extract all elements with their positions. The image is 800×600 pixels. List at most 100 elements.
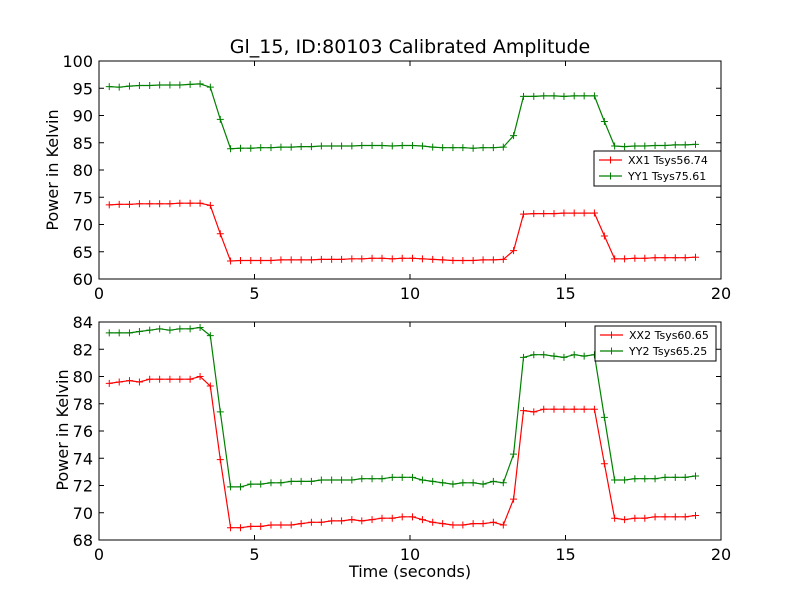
top-series-1-point [661, 254, 669, 262]
top-series-2-point [590, 92, 598, 100]
top-y-axis-label: Power in Kelvin [43, 109, 62, 230]
top-series-2-point [661, 141, 669, 149]
bottom-series-1-point [206, 382, 214, 390]
top-series-2-point [418, 142, 426, 150]
top-series-2-point [328, 142, 336, 150]
bottom-series-2-point [287, 477, 295, 485]
bottom-x-axis-label: Time (seconds) [348, 562, 471, 581]
bottom-y-tick-label: 78 [73, 395, 93, 414]
top-y-tick-label: 65 [73, 243, 93, 262]
bottom-series-1-point [560, 405, 568, 413]
bottom-series-2-point [348, 476, 356, 484]
bottom-series-1-point [237, 524, 245, 532]
top-series-2-point [237, 144, 245, 152]
bottom-series-1-point [317, 518, 325, 526]
bottom-y-tick-label: 82 [73, 340, 93, 359]
bottom-legend-label-1: XX2 Tsys60.65 [629, 329, 709, 342]
top-series-1-point [651, 254, 659, 262]
top-series-1-point [328, 255, 336, 263]
top-series-1-point [621, 255, 629, 263]
top-legend-marker-2 [607, 172, 614, 180]
top-series-1-point [216, 230, 224, 238]
bottom-series-2-point [520, 353, 528, 361]
bottom-series-1-point [388, 514, 396, 522]
bottom-series-1-point [651, 513, 659, 521]
bottom-series-2-point [570, 351, 578, 359]
bottom-series-1-point [287, 521, 295, 529]
top-series-2-point [681, 141, 689, 149]
top-legend: XX1 Tsys56.74 YY1 Tsys75.61 [593, 150, 722, 187]
bottom-series-2-point [651, 475, 659, 483]
top-series-1-point [611, 255, 619, 263]
bottom-series-1-point [146, 375, 154, 383]
bottom-y-tick-label: 72 [73, 477, 93, 496]
top-series-1-point [398, 254, 406, 262]
top-x-tick-label: 20 [711, 284, 731, 303]
bottom-series-2-point [631, 475, 639, 483]
top-series-2-point [368, 141, 376, 149]
top-series-2-point [479, 144, 487, 152]
top-y-tick-label: 85 [73, 134, 93, 153]
chart-title: Gl_15, ID:80103 Calibrated Amplitude [230, 36, 590, 58]
bottom-series-1-point [429, 518, 437, 526]
top-series-1-point [237, 256, 245, 264]
top-series-1-point [176, 199, 184, 207]
top-series-1-point [580, 209, 588, 217]
bottom-y-tick-label: 74 [73, 449, 93, 468]
top-y-tick-label: 75 [73, 188, 93, 207]
bottom-series-1-point [459, 521, 467, 529]
top-series-2-point [611, 142, 619, 150]
top-series-2-point [257, 144, 265, 152]
top-series-2-point [459, 144, 467, 152]
bottom-series-1-point [449, 521, 457, 529]
top-series-2-point [206, 83, 214, 91]
bottom-series-2-point [580, 352, 588, 360]
top-series-1-point [459, 256, 467, 264]
top-series-2-point [550, 92, 558, 100]
top-series-2-point [520, 92, 528, 100]
top-series-1-point [429, 255, 437, 263]
bottom-series-2-point [459, 479, 467, 487]
top-series-2-point [166, 81, 174, 89]
bottom-series-2-point [479, 480, 487, 488]
bottom-series-1-point [570, 405, 578, 413]
bottom-series-2-point [661, 473, 669, 481]
bottom-series-1-point [328, 517, 336, 525]
top-series-2-point [348, 142, 356, 150]
top-series-2-point [146, 82, 154, 90]
bottom-series-1-point [479, 520, 487, 528]
top-series-1-point [671, 254, 679, 262]
bottom-series-2-point [317, 476, 325, 484]
bottom-series-2-point [338, 476, 346, 484]
top-series-2-point [408, 141, 416, 149]
top-series-1-point [418, 255, 426, 263]
top-series-2-point [469, 144, 477, 152]
bottom-series-1-point [418, 516, 426, 524]
bottom-series-2-point [135, 328, 143, 336]
bottom-series-2-point [176, 325, 184, 333]
bottom-series-1-point [590, 405, 598, 413]
bottom-series-1-point [631, 514, 639, 522]
bottom-series-1-point [378, 514, 386, 522]
bottom-series-1-point [408, 513, 416, 521]
top-series-1-point [540, 210, 548, 218]
bottom-series-2-point [489, 477, 497, 485]
top-series-2-point [671, 141, 679, 149]
top-series-2-point [651, 141, 659, 149]
top-series-2-point [338, 142, 346, 150]
bottom-subplot: Power in Kelvin Time (seconds) 0 5 10 15 20 6… [53, 313, 731, 581]
bottom-series-2-point [206, 332, 214, 340]
top-series-2-point [540, 92, 548, 100]
top-series-2-point [196, 80, 204, 88]
top-series-1-point [560, 209, 568, 217]
bottom-x-tick-label: 10 [400, 545, 420, 564]
bottom-series-1-point [227, 524, 235, 532]
top-series-1-point [510, 247, 518, 255]
top-series-2-point [560, 92, 568, 100]
top-series-1-point [267, 256, 275, 264]
top-series-1-point [257, 256, 265, 264]
top-series-1-point [247, 256, 255, 264]
bottom-series-1-point [469, 520, 477, 528]
